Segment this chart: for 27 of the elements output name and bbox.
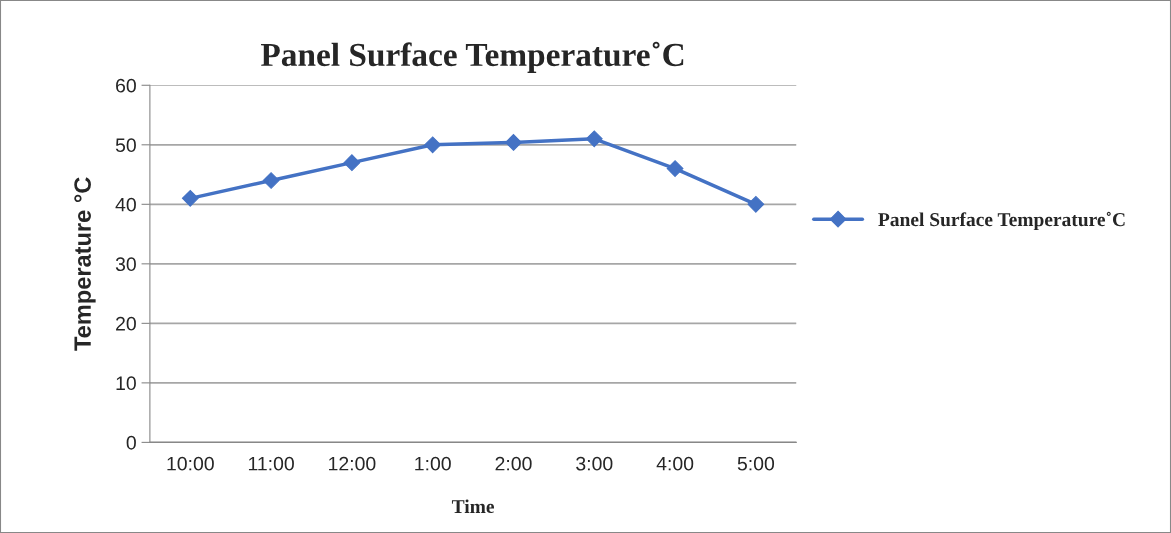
y-tick-label: 10 — [116, 376, 136, 391]
point — [585, 130, 603, 148]
y-tick-label: 50 — [115, 138, 136, 153]
y-tick-label: 30 — [115, 257, 136, 272]
x-axis-title: Time — [451, 499, 495, 514]
chart-title: Panel Surface Temperature˚C — [261, 41, 684, 73]
x-tick-label: 2:00 — [495, 456, 532, 471]
x-tick-label: 12:00 — [329, 456, 376, 471]
x-tick-label: 1:00 — [415, 456, 451, 471]
x-tick-label: 3:00 — [576, 456, 613, 471]
point — [666, 160, 684, 177]
y-tick-label: 20 — [116, 316, 136, 331]
point — [505, 134, 522, 151]
point — [262, 172, 280, 189]
y-tick-label: 0 — [126, 435, 136, 450]
x-tick-label: 11:00 — [248, 456, 294, 471]
legend-label: Panel Surface Temperature˚C — [878, 211, 1125, 231]
y-tick-label: 40 — [115, 197, 136, 212]
y-axis-title: Temperature °C — [74, 177, 96, 351]
point — [424, 136, 442, 154]
x-tick-label: 5:00 — [737, 456, 775, 471]
point — [747, 195, 765, 213]
point — [343, 154, 361, 172]
point — [181, 189, 199, 207]
x-tick-label: 4:00 — [656, 456, 694, 471]
y-tick-label: 60 — [116, 78, 136, 93]
x-tick-label: 10:00 — [167, 456, 214, 471]
